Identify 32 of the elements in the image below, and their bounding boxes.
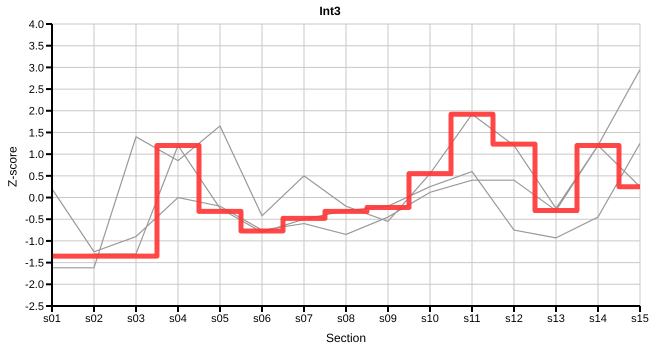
chart-title: Int3: [318, 4, 342, 18]
x-tick-label: s05: [211, 312, 229, 325]
x-tick-label: s07: [295, 312, 313, 325]
x-tick-label: s03: [127, 312, 145, 325]
x-tick-label: s08: [337, 312, 355, 325]
y-tick-label: 1.5: [28, 127, 44, 140]
x-tick-label: s11: [464, 312, 480, 325]
y-axis-title: Z-score: [5, 146, 20, 187]
x-tick-label: s13: [547, 312, 565, 325]
y-tick-label: 2.0: [28, 106, 44, 118]
x-tick-label: s04: [169, 312, 187, 325]
y-tick-label: 3.5: [28, 40, 44, 53]
y-tick-label: 0.5: [28, 170, 44, 183]
y-tick-label: 1.0: [28, 149, 44, 162]
y-tick-label: -2.5: [25, 300, 44, 313]
y-tick-label: 4.0: [28, 18, 44, 31]
x-tick-label: s15: [631, 312, 649, 325]
x-tick-label: s14: [589, 312, 607, 325]
y-tick-label: -1.5: [25, 258, 44, 270]
x-tick-label: s12: [505, 312, 523, 325]
x-tick-label: s06: [253, 312, 271, 325]
x-axis-title: Section: [326, 331, 366, 345]
y-tick-label: 3.0: [28, 62, 44, 74]
x-tick-label: s01: [43, 312, 61, 325]
y-tick-label: -2.0: [25, 279, 44, 292]
y-tick-label: -0.5: [25, 214, 44, 226]
x-tick-label: s10: [421, 312, 439, 325]
y-tick-label: 2.5: [28, 84, 44, 96]
y-tick-label: 0.0: [28, 192, 44, 204]
y-tick-label: -1.0: [25, 236, 44, 248]
x-tick-label: s09: [379, 312, 397, 325]
x-tick-label: s02: [85, 312, 103, 325]
